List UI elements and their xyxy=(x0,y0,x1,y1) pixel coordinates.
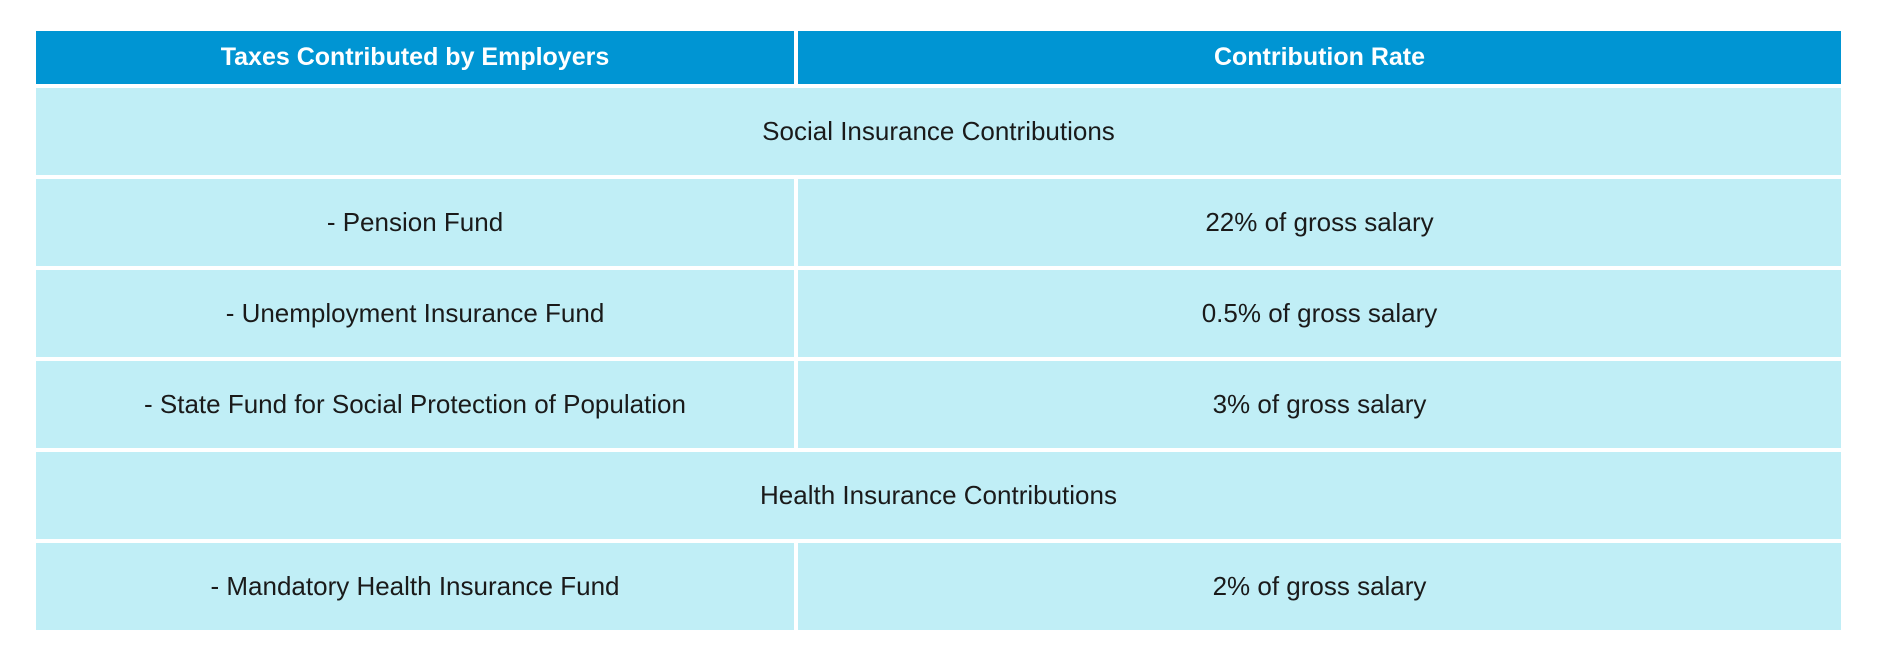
tax-name: - State Fund for Social Protection of Po… xyxy=(36,361,794,448)
tax-name: - Mandatory Health Insurance Fund xyxy=(36,543,794,630)
table-row: - State Fund for Social Protection of Po… xyxy=(36,361,1841,448)
section-row: Social Insurance Contributions xyxy=(36,88,1841,175)
column-header-rate: Contribution Rate xyxy=(798,31,1841,84)
table-row: - Pension Fund 22% of gross salary xyxy=(36,179,1841,266)
tax-rate: 22% of gross salary xyxy=(798,179,1841,266)
tax-rate: 0.5% of gross salary xyxy=(798,270,1841,357)
table-row: - Unemployment Insurance Fund 0.5% of gr… xyxy=(36,270,1841,357)
table-row: - Mandatory Health Insurance Fund 2% of … xyxy=(36,543,1841,630)
table-header-row: Taxes Contributed by Employers Contribut… xyxy=(36,31,1841,84)
section-title-social-insurance: Social Insurance Contributions xyxy=(36,88,1841,175)
employer-tax-table: Taxes Contributed by Employers Contribut… xyxy=(32,27,1845,634)
tax-rate: 3% of gross salary xyxy=(798,361,1841,448)
tax-name: - Pension Fund xyxy=(36,179,794,266)
column-header-taxes: Taxes Contributed by Employers xyxy=(36,31,794,84)
tax-rate: 2% of gross salary xyxy=(798,543,1841,630)
section-row: Health Insurance Contributions xyxy=(36,452,1841,539)
tax-name: - Unemployment Insurance Fund xyxy=(36,270,794,357)
section-title-health-insurance: Health Insurance Contributions xyxy=(36,452,1841,539)
